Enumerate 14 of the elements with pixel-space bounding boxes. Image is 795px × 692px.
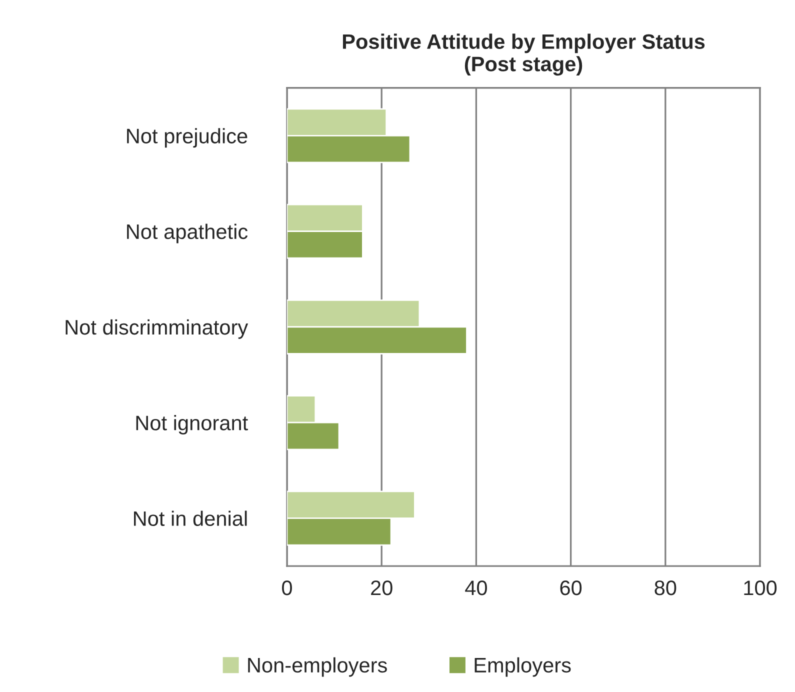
y-tick-label: Not apathetic — [127, 224, 248, 244]
x-tick-label: 20 — [371, 580, 392, 596]
y-tick-label: Not in denial — [134, 510, 247, 526]
x-tick-label: 40 — [465, 580, 487, 596]
y-tick-label: Not prejudice — [127, 128, 248, 148]
legend-label: Employers — [474, 657, 571, 677]
legend-label: Non-employers — [248, 657, 387, 677]
x-tick-label: 60 — [560, 580, 582, 596]
x-tick-label: 80 — [654, 580, 676, 596]
chart-title: Positive Attitude by Employer Status (Post stage) — [342, 34, 705, 76]
x-tick-label: 0 — [282, 580, 292, 596]
x-tick-label: 100 — [744, 580, 777, 596]
y-tick-label: Not discrimminatory — [66, 319, 248, 339]
y-tick-label: Not ignorant — [136, 415, 248, 434]
